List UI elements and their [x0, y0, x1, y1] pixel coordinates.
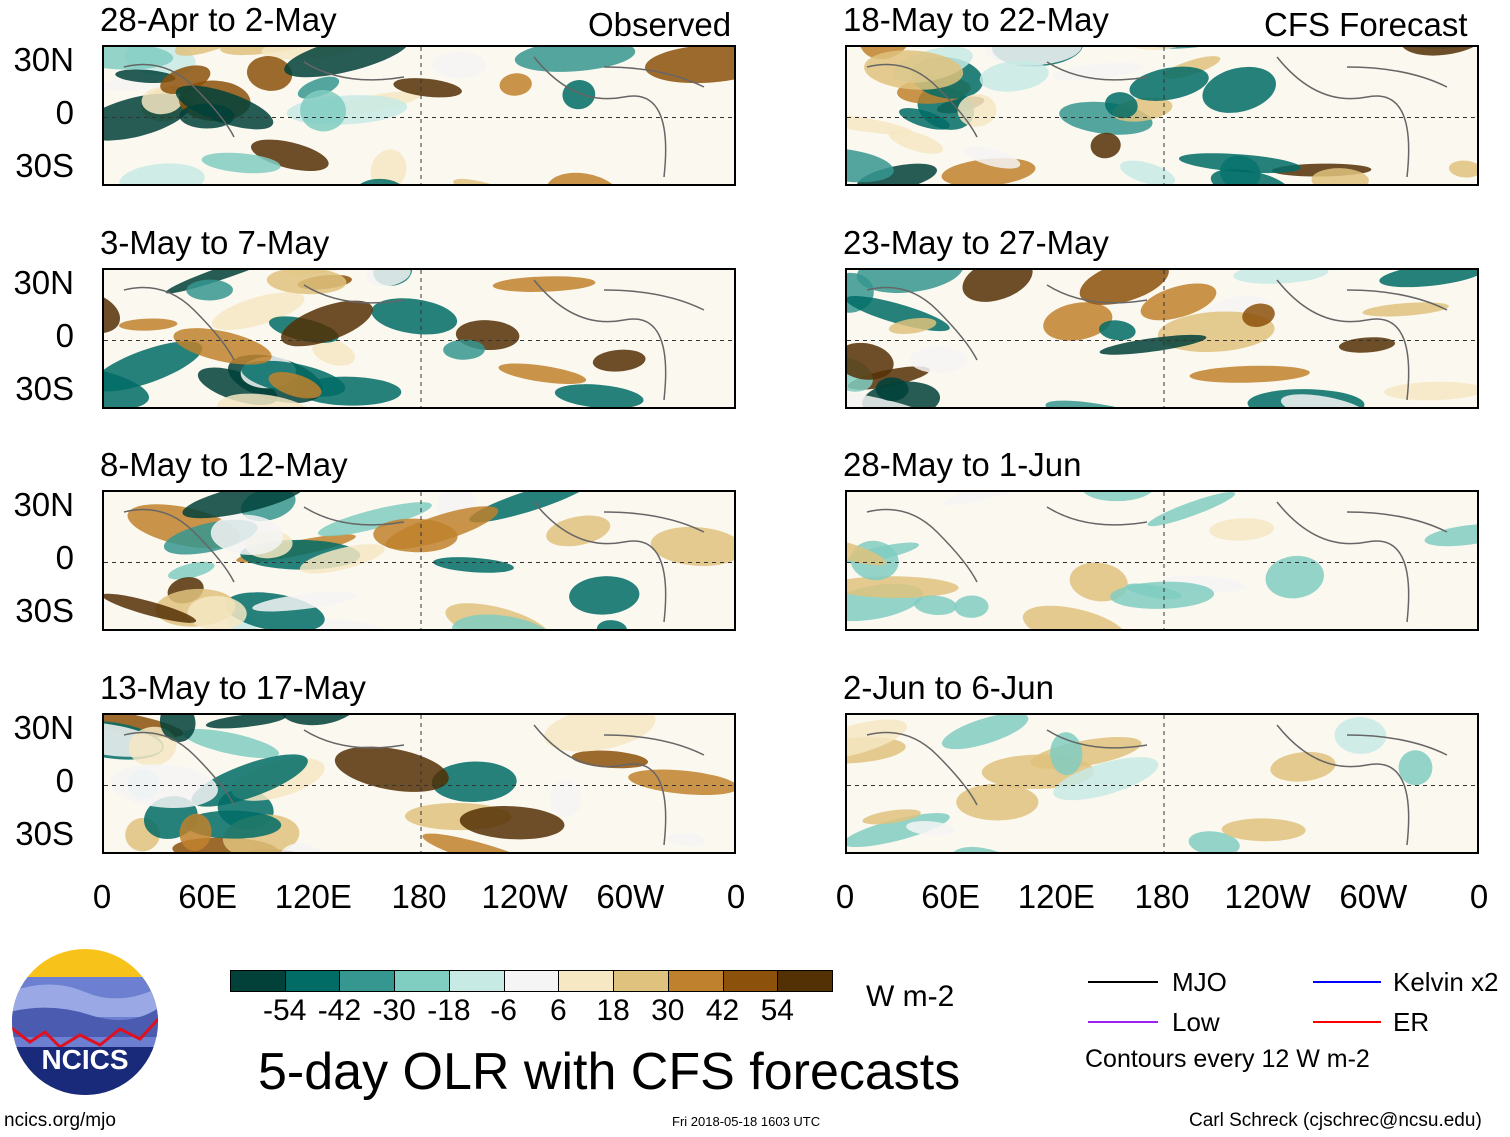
svg-text:NCICS: NCICS	[41, 1044, 128, 1075]
panel-title: 18-May to 22-May	[843, 1, 1109, 38]
lon-label: 60W	[596, 878, 665, 915]
colorbar-label: -30	[372, 994, 416, 1027]
colorbar-label: -6	[490, 994, 517, 1027]
colorbar-swatch	[448, 970, 505, 992]
colorbar-label: 30	[651, 994, 685, 1027]
lon-label: 0	[92, 878, 112, 915]
colorbar-label: -42	[317, 994, 362, 1027]
colorbar-swatch	[558, 970, 615, 992]
observed-header: Observed	[588, 6, 732, 43]
colorbar-swatch	[777, 970, 833, 992]
contours-note: Contours every 12 W m-2	[1085, 1045, 1370, 1073]
lon-label: 120W	[1224, 878, 1311, 915]
figure-title: 5-day OLR with CFS forecasts	[258, 1043, 961, 1101]
colorbar-label: 42	[705, 994, 740, 1027]
colorbar-label: -18	[427, 994, 471, 1027]
lon-label: 0	[726, 878, 746, 915]
olr-map-observed-1	[102, 45, 736, 186]
panel-title: 2-Jun to 6-Jun	[843, 669, 1054, 706]
low-label: Low	[1172, 1007, 1220, 1037]
lat-label: 30N	[13, 41, 74, 78]
olr-map-forecast-1	[845, 45, 1479, 186]
olr-map-forecast-2	[845, 268, 1479, 409]
lon-label: 0	[835, 878, 855, 915]
colorbar-swatch	[284, 970, 341, 992]
olr-map-observed-3	[102, 490, 736, 631]
colorbar-units: W m-2	[866, 980, 955, 1013]
panel-title: 28-Apr to 2-May	[100, 1, 337, 38]
lat-label: 30N	[13, 486, 74, 523]
panel-title: 3-May to 7-May	[100, 224, 330, 261]
colorbar-swatch	[503, 970, 560, 992]
lon-label: 120E	[1017, 878, 1095, 915]
er-line	[1313, 1021, 1381, 1023]
colorbar-swatch	[230, 970, 286, 992]
lon-label: 0	[1469, 878, 1489, 915]
forecast-header: CFS Forecast	[1264, 6, 1468, 43]
kelvin-line	[1313, 981, 1381, 983]
mjo-label: MJO	[1172, 967, 1227, 997]
lat-label: 30S	[15, 815, 74, 852]
lon-label: 120W	[481, 878, 568, 915]
lat-label: 30N	[13, 264, 74, 301]
colorbar-swatch	[339, 970, 396, 992]
lat-label: 0	[55, 317, 74, 354]
panel-title: 13-May to 17-May	[100, 669, 366, 706]
lon-label: 60E	[921, 878, 981, 915]
lon-label: 120E	[274, 878, 352, 915]
colorbar-label: 54	[760, 994, 794, 1027]
colorbar-label: -54	[263, 994, 307, 1027]
lon-label: 60E	[178, 878, 238, 915]
olr-map-observed-4	[102, 713, 736, 854]
low-line	[1088, 1021, 1158, 1023]
mjo-line	[1088, 981, 1158, 983]
lon-label: 180	[1134, 878, 1190, 915]
lat-label: 0	[55, 539, 74, 576]
panel-title: 28-May to 1-Jun	[843, 446, 1082, 483]
footer-author: Carl Schreck (cjschrec@ncsu.edu)	[1189, 1110, 1482, 1131]
panel-title: 23-May to 27-May	[843, 224, 1109, 261]
olr-map-forecast-4	[845, 713, 1479, 854]
panel-title: 8-May to 12-May	[100, 446, 348, 483]
lon-label: 180	[391, 878, 447, 915]
colorbar-swatch	[613, 970, 669, 992]
colorbar-swatch	[722, 970, 779, 992]
lat-label: 0	[55, 94, 74, 131]
footer-url[interactable]: ncics.org/mjo	[4, 1110, 116, 1131]
olr-map-observed-2	[102, 268, 736, 409]
colorbar-label: 18	[596, 994, 630, 1027]
lat-label: 30S	[15, 592, 74, 629]
lat-label: 30N	[13, 709, 74, 746]
lon-label: 60W	[1339, 878, 1408, 915]
colorbar-swatch	[667, 970, 724, 992]
olr-map-forecast-3	[845, 490, 1479, 631]
footer-timestamp: Fri 2018-05-18 1603 UTC	[672, 1114, 821, 1129]
kelvin-label: Kelvin x2	[1393, 967, 1499, 997]
lat-label: 30S	[15, 147, 74, 184]
ncics-logo: NCICS	[10, 947, 160, 1097]
er-label: ER	[1393, 1007, 1430, 1037]
colorbar-swatch	[394, 970, 450, 992]
colorbar-label: 6	[550, 994, 567, 1027]
lat-label: 0	[55, 762, 74, 799]
lat-label: 30S	[15, 370, 74, 407]
